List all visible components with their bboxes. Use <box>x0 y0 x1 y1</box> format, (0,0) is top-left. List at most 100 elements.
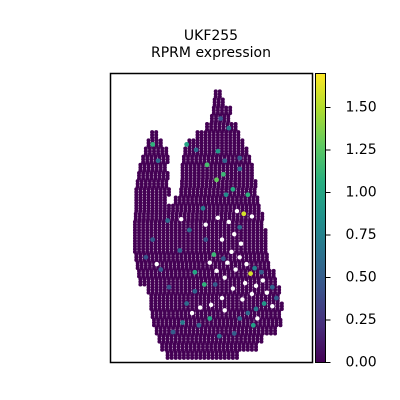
tissue-gap <box>179 217 184 222</box>
expression-point <box>180 320 185 325</box>
tissue-spot <box>279 306 284 311</box>
expression-point <box>211 252 217 257</box>
tissue-gap <box>203 222 208 227</box>
colorbar-ticks: 0.00 0.25 0.50 0.75 1.00 1.25 1.50 <box>325 100 377 371</box>
expression-point <box>253 306 259 312</box>
expression-point <box>274 295 279 301</box>
tissue-spot <box>249 347 254 352</box>
expression-point <box>223 192 229 198</box>
expression-point <box>166 284 172 290</box>
tissue-gap <box>207 260 212 265</box>
expression-point <box>203 237 209 243</box>
tissue-gap <box>214 268 219 274</box>
expression-point <box>237 155 243 161</box>
expression-point <box>220 256 226 262</box>
tissue-gap <box>237 255 242 260</box>
plot-frame <box>109 72 314 364</box>
tissue-spot <box>154 331 159 336</box>
tissue-spot <box>222 355 227 360</box>
tissue-spot <box>177 355 182 360</box>
tissue-gap <box>219 295 225 301</box>
expression-point <box>165 218 171 223</box>
tissue-gap <box>208 302 214 308</box>
expression-point <box>259 269 264 275</box>
expression-point <box>186 227 192 233</box>
tissue-gap <box>215 215 221 221</box>
tissue-gap <box>240 297 245 302</box>
tissue-spot <box>165 355 170 360</box>
tissue-spot <box>169 355 174 360</box>
expression-point <box>177 248 183 253</box>
expression-point <box>220 171 226 177</box>
expression-point <box>193 147 199 153</box>
expression-point <box>192 269 198 275</box>
tissue-gap <box>222 308 227 313</box>
tissue-gap <box>222 275 227 280</box>
tissue-gap <box>264 290 270 295</box>
expression-point <box>237 166 243 172</box>
expression-point <box>250 322 256 328</box>
tissue-gap <box>242 280 248 286</box>
tissue-spot <box>157 339 162 344</box>
tissue-spot <box>273 331 278 336</box>
expression-point <box>237 224 243 230</box>
colorbar <box>315 73 326 363</box>
tissue-spot <box>181 355 186 360</box>
expression-point <box>226 125 232 131</box>
tissue-gap <box>226 219 231 225</box>
tissue-gap <box>234 208 240 214</box>
tissue-spot <box>264 331 269 336</box>
tissue-gap <box>219 237 225 242</box>
colorbar-tick-label: 1.00 <box>346 185 377 201</box>
expression-point <box>214 177 219 183</box>
expression-point <box>241 211 247 217</box>
colorbar-tick-label: 0.00 <box>346 355 377 371</box>
tissue-gap <box>198 305 203 310</box>
tissue-spot <box>206 355 211 360</box>
expression-point <box>269 284 275 290</box>
expression-point <box>245 192 251 198</box>
expression-point <box>218 116 224 121</box>
chart-title-line-1: UKF255 <box>184 28 238 44</box>
chart-title-line-2: RPRM expression <box>151 45 271 61</box>
expression-point <box>252 265 258 271</box>
tissue-spot <box>190 355 195 360</box>
tissue-gap <box>233 267 238 272</box>
colorbar-tick-label: 0.25 <box>346 312 377 328</box>
tissue-spot <box>278 323 283 328</box>
tissue-spot <box>268 331 273 336</box>
tissue-spot <box>166 192 171 197</box>
tissue-gap <box>260 278 265 283</box>
tissue-spot <box>237 347 242 352</box>
expression-point <box>230 186 236 192</box>
tissue-gap <box>154 261 159 267</box>
tissue-gap <box>270 304 275 309</box>
expression-point <box>150 237 156 243</box>
expression-point <box>248 271 253 276</box>
tissue-spot <box>234 355 239 360</box>
tissue-gap <box>253 283 259 289</box>
tissue-spot <box>186 355 190 360</box>
tissue-gap <box>255 316 260 321</box>
tissue-gap <box>249 214 255 219</box>
tissue-spot <box>214 355 219 360</box>
tissue-spot <box>254 347 258 352</box>
colorbar-tick-label: 1.50 <box>346 100 377 116</box>
tissue-spot <box>210 355 215 360</box>
colorbar-tick-label: 0.50 <box>346 270 377 286</box>
tissue-gap <box>238 241 244 246</box>
tissue-gap <box>232 231 237 237</box>
expression-point <box>215 148 221 154</box>
chart-title: UKF255 RPRM expression <box>151 28 271 61</box>
expression-point <box>155 158 161 164</box>
tissue-spot <box>173 355 178 360</box>
expression-point <box>184 142 190 147</box>
expression-point <box>201 282 207 287</box>
tissue-spot <box>152 323 156 328</box>
tissue-gap <box>230 286 236 291</box>
expression-point <box>158 267 164 272</box>
colorbar-tick-label: 1.25 <box>346 142 377 158</box>
expression-point <box>170 329 176 335</box>
expression-point <box>204 162 210 168</box>
